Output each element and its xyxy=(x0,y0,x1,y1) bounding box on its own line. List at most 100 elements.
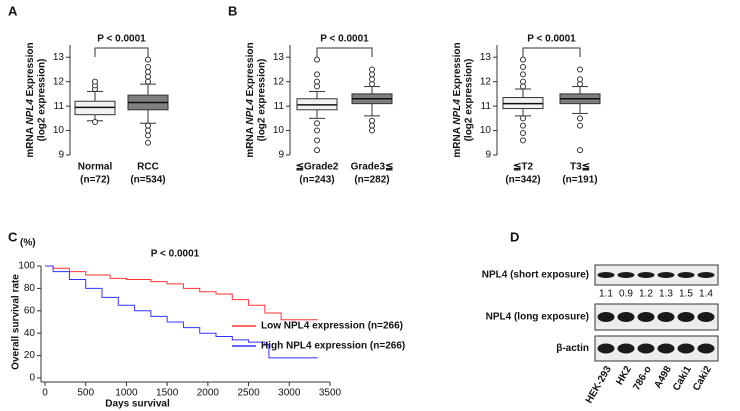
category-label: Grade3≦ xyxy=(351,162,394,173)
blot-band xyxy=(657,272,675,278)
y-tick-label: 80 xyxy=(24,283,36,294)
y-tick-label: 10 xyxy=(480,125,492,136)
x-tick-label: 2500 xyxy=(237,388,260,399)
blot-row-label: NPL4 (long exposure) xyxy=(486,312,589,323)
category-note: (n=243) xyxy=(299,175,334,186)
outlier xyxy=(145,78,151,85)
y-tick-label: 11 xyxy=(54,101,65,112)
category-note: (n=534) xyxy=(130,175,165,186)
blot-band xyxy=(677,343,695,354)
y-tick-label: 11 xyxy=(274,101,285,112)
x-tick-label: 0 xyxy=(42,388,48,399)
y-tick-label: 13 xyxy=(480,52,492,63)
outlier xyxy=(145,73,151,80)
y-tick-label: 11 xyxy=(481,101,492,112)
category-label: RCC xyxy=(137,162,159,173)
y-axis-label: mRNA NPL4 Expression xyxy=(245,42,256,157)
panel-label: D xyxy=(510,229,519,244)
survival-curve xyxy=(45,265,318,321)
outlier xyxy=(369,122,375,129)
y-axis-unit: (%) xyxy=(20,238,36,249)
outlier xyxy=(314,127,320,134)
category-note: (n=72) xyxy=(80,175,110,186)
y-axis-label-part: Expression xyxy=(25,42,36,99)
legend-label: Low NPL4 expression (n=266) xyxy=(261,321,403,332)
x-tick-label: 3500 xyxy=(319,388,342,399)
outlier xyxy=(145,122,151,129)
x-tick-label: 1500 xyxy=(156,388,179,399)
outlier xyxy=(145,56,151,63)
y-tick-label: 60 xyxy=(24,305,36,316)
y-axis-label: Overall survival rate xyxy=(11,274,22,370)
outlier xyxy=(92,119,98,125)
outlier xyxy=(369,66,375,73)
category-label: T3≦ xyxy=(570,162,590,173)
annotation: P < 0.0001 xyxy=(320,34,369,45)
outlier xyxy=(577,81,583,88)
y-axis-label-part: mRNA xyxy=(452,125,463,158)
blot-band xyxy=(617,343,635,354)
annotation: P < 0.0001 xyxy=(97,34,146,45)
outlier xyxy=(520,122,526,129)
outlier xyxy=(520,71,526,78)
blot-band xyxy=(657,343,675,354)
blot-row-label: NPL4 (short exposure) xyxy=(482,270,589,281)
y-tick-label: 20 xyxy=(24,350,36,361)
category-note: (n=191) xyxy=(562,175,597,186)
blot-band xyxy=(637,312,655,322)
outlier xyxy=(520,130,526,136)
y-tick-label: 100 xyxy=(18,261,35,272)
blot-ratio: 1.4 xyxy=(699,289,713,300)
blot-band xyxy=(697,272,715,278)
y-axis-label-part: Expression xyxy=(452,42,463,99)
blot-band xyxy=(677,312,695,322)
outlier xyxy=(520,137,526,144)
outlier xyxy=(314,56,320,63)
blot-band xyxy=(597,272,615,278)
outlier xyxy=(369,127,375,134)
category-note: (n=282) xyxy=(354,175,389,186)
panel-label: A xyxy=(8,3,18,18)
blot-ratio: 1.2 xyxy=(639,289,653,300)
y-tick-label: 9 xyxy=(58,150,64,161)
outlier xyxy=(314,71,320,78)
outlier xyxy=(145,68,151,75)
y-axis-label-part: NPL4 xyxy=(245,99,256,125)
blot-ratio: 1.5 xyxy=(679,289,693,300)
outlier xyxy=(314,147,320,154)
y-axis-label: mRNA NPL4 Expression xyxy=(452,42,463,157)
outlier xyxy=(520,64,526,70)
blot-band xyxy=(657,312,675,322)
outlier xyxy=(520,115,526,122)
blot-band xyxy=(637,272,655,278)
blot-ratio: 1.1 xyxy=(599,289,613,300)
blot-band xyxy=(617,312,635,322)
outlier xyxy=(369,71,375,78)
outlier xyxy=(577,66,583,73)
y-tick-label: 12 xyxy=(480,76,492,87)
x-tick-label: 500 xyxy=(77,388,94,399)
blot-band xyxy=(597,312,615,322)
category-label: ≦T2 xyxy=(513,162,533,173)
y-axis-label: mRNA NPL4 Expression xyxy=(25,42,36,157)
x-axis-label: Days survival xyxy=(105,399,170,410)
blot-band xyxy=(697,343,715,354)
blot-band xyxy=(617,272,635,278)
blot-ratio: 1.3 xyxy=(659,289,673,300)
blot-strip xyxy=(594,264,719,286)
outlier xyxy=(577,122,583,129)
y-axis-label-unit: (log2 expression) xyxy=(464,59,475,142)
outlier xyxy=(577,115,583,122)
outlier xyxy=(314,83,320,90)
annotation: P < 0.0001 xyxy=(527,34,576,45)
outlier xyxy=(145,127,151,134)
significance-bracket xyxy=(522,47,581,57)
category-note: (n=342) xyxy=(505,175,540,186)
significance-bracket xyxy=(94,47,149,57)
y-tick-label: 10 xyxy=(273,125,285,136)
x-tick-label: 2000 xyxy=(197,388,220,399)
y-tick-label: 13 xyxy=(273,52,285,63)
y-axis-label-unit: (log2 expression) xyxy=(37,59,48,142)
y-tick-label: 40 xyxy=(24,328,36,339)
